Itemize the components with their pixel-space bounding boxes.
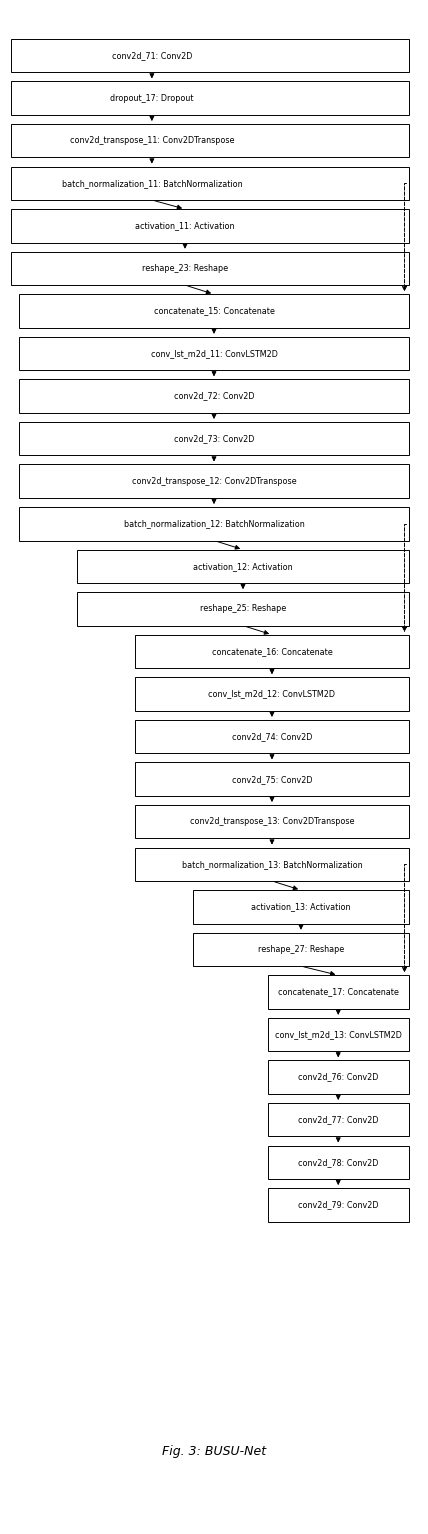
Text: conv_lst_m2d_13: ConvLSTM2D: conv_lst_m2d_13: ConvLSTM2D [275, 1029, 401, 1039]
Text: conv2d_72: Conv2D: conv2d_72: Conv2D [174, 391, 254, 400]
FancyBboxPatch shape [19, 379, 409, 413]
FancyBboxPatch shape [19, 508, 409, 540]
FancyBboxPatch shape [11, 167, 409, 199]
FancyBboxPatch shape [268, 1146, 409, 1180]
FancyBboxPatch shape [19, 295, 409, 328]
Text: concatenate_16: Concatenate: concatenate_16: Concatenate [211, 647, 333, 657]
FancyBboxPatch shape [19, 422, 409, 456]
FancyBboxPatch shape [135, 805, 409, 839]
FancyBboxPatch shape [135, 678, 409, 710]
FancyBboxPatch shape [135, 762, 409, 796]
FancyBboxPatch shape [268, 1019, 409, 1051]
Text: conv2d_77: Conv2D: conv2d_77: Conv2D [298, 1115, 378, 1124]
FancyBboxPatch shape [135, 635, 409, 669]
FancyBboxPatch shape [193, 933, 409, 966]
Text: conv2d_78: Conv2D: conv2d_78: Conv2D [298, 1158, 378, 1167]
Text: conv2d_transpose_12: Conv2DTranspose: conv2d_transpose_12: Conv2DTranspose [132, 477, 296, 486]
Text: reshape_27: Reshape: reshape_27: Reshape [258, 945, 344, 954]
FancyBboxPatch shape [11, 209, 409, 242]
FancyBboxPatch shape [11, 124, 409, 158]
Text: conv_lst_m2d_12: ConvLSTM2D: conv_lst_m2d_12: ConvLSTM2D [208, 690, 336, 698]
Text: conv2d_76: Conv2D: conv2d_76: Conv2D [298, 1072, 378, 1081]
FancyBboxPatch shape [268, 1187, 409, 1221]
FancyBboxPatch shape [77, 592, 409, 626]
FancyBboxPatch shape [11, 252, 409, 285]
FancyBboxPatch shape [135, 719, 409, 753]
Text: conv2d_transpose_11: Conv2DTranspose: conv2d_transpose_11: Conv2DTranspose [70, 137, 234, 146]
Text: conv2d_79: Conv2D: conv2d_79: Conv2D [298, 1200, 378, 1209]
Text: conv_lst_m2d_11: ConvLSTM2D: conv_lst_m2d_11: ConvLSTM2D [151, 350, 277, 357]
Text: Fig. 3: BUSU-Net: Fig. 3: BUSU-Net [162, 1445, 266, 1457]
Text: reshape_23: Reshape: reshape_23: Reshape [142, 264, 228, 273]
FancyBboxPatch shape [11, 81, 409, 115]
Text: concatenate_17: Concatenate: concatenate_17: Concatenate [278, 988, 398, 997]
Text: activation_13: Activation: activation_13: Activation [251, 902, 351, 911]
FancyBboxPatch shape [135, 848, 409, 881]
Text: dropout_17: Dropout: dropout_17: Dropout [110, 94, 193, 103]
FancyBboxPatch shape [193, 890, 409, 923]
Text: batch_normalization_13: BatchNormalization: batch_normalization_13: BatchNormalizati… [181, 859, 362, 868]
Text: conv2d_74: Conv2D: conv2d_74: Conv2D [232, 732, 312, 741]
FancyBboxPatch shape [11, 38, 409, 72]
FancyBboxPatch shape [77, 549, 409, 583]
Text: activation_12: Activation: activation_12: Activation [193, 561, 293, 571]
FancyBboxPatch shape [19, 465, 409, 499]
Text: batch_normalization_11: BatchNormalization: batch_normalization_11: BatchNormalizati… [62, 179, 242, 187]
Text: conv2d_73: Conv2D: conv2d_73: Conv2D [174, 434, 254, 443]
FancyBboxPatch shape [19, 337, 409, 370]
Text: activation_11: Activation: activation_11: Activation [135, 221, 235, 230]
Text: conv2d_transpose_13: Conv2DTranspose: conv2d_transpose_13: Conv2DTranspose [190, 818, 354, 827]
Text: conv2d_71: Conv2D: conv2d_71: Conv2D [112, 51, 192, 60]
FancyBboxPatch shape [268, 1103, 409, 1137]
Text: reshape_25: Reshape: reshape_25: Reshape [200, 604, 286, 614]
FancyBboxPatch shape [268, 1060, 409, 1094]
FancyBboxPatch shape [268, 976, 409, 1009]
Text: batch_normalization_12: BatchNormalization: batch_normalization_12: BatchNormalizati… [124, 520, 304, 528]
Text: concatenate_15: Concatenate: concatenate_15: Concatenate [154, 307, 274, 316]
Text: conv2d_75: Conv2D: conv2d_75: Conv2D [232, 775, 312, 784]
